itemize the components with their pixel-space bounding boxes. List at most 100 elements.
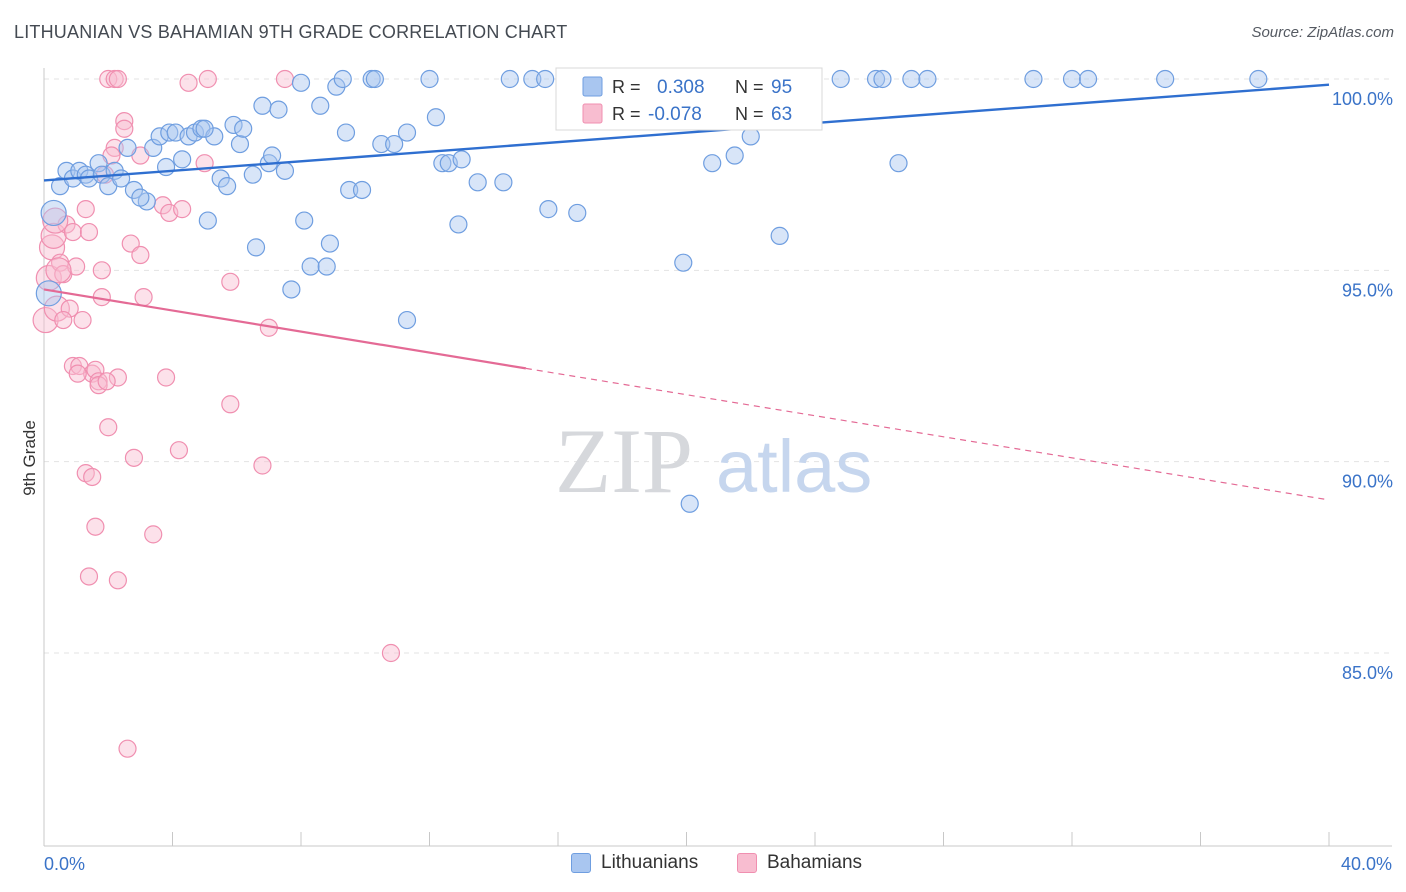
source-label: Source: ZipAtlas.com [1251, 24, 1394, 41]
data-point [92, 261, 111, 280]
x-ticks [43, 832, 1330, 846]
data-point [372, 134, 391, 154]
data-point [86, 360, 105, 379]
data-point [433, 154, 452, 173]
data-point [385, 134, 404, 154]
data-point [144, 138, 163, 157]
watermark-zip: ZIP [555, 410, 693, 512]
data-point [311, 96, 330, 115]
data-point [173, 150, 192, 169]
data-point [539, 200, 558, 219]
data-point [67, 257, 86, 276]
data-point [73, 310, 92, 330]
stats-legend: R = 0.308 N = 95 R = -0.078 N = 63 [555, 67, 823, 131]
data-point [674, 253, 693, 272]
data-point [54, 310, 73, 330]
data-point [108, 571, 127, 590]
data-point [902, 69, 921, 89]
data-point [124, 448, 144, 467]
data-point [86, 517, 105, 536]
chart-title: LITHUANIAN VS BAHAMIAN 9TH GRADE CORRELA… [14, 22, 568, 42]
y-tick-label: 100.0% [1332, 89, 1393, 109]
data-point [889, 154, 908, 173]
legend-swatch-blue [571, 853, 591, 873]
y-tick-labels: 85.0% 90.0% 95.0% 100.0% [1332, 89, 1393, 683]
data-point [173, 200, 192, 219]
gridlines [44, 78, 1392, 654]
x-tick-label-max: 40.0% [1341, 854, 1392, 874]
data-point [99, 418, 118, 437]
data-point [275, 161, 295, 180]
data-point [131, 245, 150, 265]
data-point [63, 222, 83, 242]
data-point [320, 234, 340, 253]
data-point [40, 199, 67, 227]
data-point [1156, 69, 1175, 89]
data-point [340, 180, 359, 200]
series-legend: Lithuanians Bahamians [0, 852, 1406, 878]
stats-n-label-1: N = [735, 77, 764, 97]
y-tick-label: 95.0% [1342, 280, 1393, 300]
stats-r-label-1: R = [612, 77, 641, 97]
data-point [35, 280, 62, 307]
stats-n-value-2: 63 [771, 104, 792, 125]
trend-line-lithuanians [43, 83, 1330, 182]
data-point [79, 222, 99, 242]
data-point [1078, 69, 1098, 89]
data-point [866, 69, 886, 89]
data-point [918, 69, 937, 89]
stats-legend-swatch-pink [582, 103, 603, 124]
data-point [218, 177, 237, 196]
data-point [83, 467, 102, 487]
legend-item-lithuanians[interactable]: Lithuanians [571, 852, 698, 874]
stats-legend-swatch-blue [582, 76, 603, 97]
legend-label-lithuanians: Lithuanians [601, 852, 699, 873]
data-point [500, 69, 519, 89]
y-axis-label: 9th Grade [20, 420, 39, 496]
data-point [452, 150, 471, 169]
data-point [317, 257, 336, 276]
data-point [79, 567, 99, 586]
data-point [275, 69, 295, 89]
data-point [224, 115, 243, 135]
data-point [169, 441, 189, 460]
data-point [680, 494, 699, 513]
data-point [234, 119, 253, 138]
data-point [420, 69, 439, 89]
data-point [115, 119, 134, 138]
data-point [108, 69, 127, 89]
data-point [230, 134, 250, 154]
data-point [1024, 69, 1043, 89]
data-point [115, 111, 134, 131]
data-point [381, 643, 401, 663]
data-point [131, 188, 150, 207]
data-point [243, 165, 262, 184]
data-point [160, 123, 179, 142]
data-point [99, 69, 118, 89]
data-point [336, 123, 356, 142]
data-point [397, 310, 417, 330]
data-point [68, 364, 87, 383]
data-point [523, 69, 542, 89]
data-point [97, 372, 116, 391]
legend-swatch-pink [737, 853, 757, 873]
stats-r-value-2: -0.078 [648, 104, 702, 125]
legend-item-bahamians[interactable]: Bahamians [737, 852, 862, 874]
stats-r-label-2: R = [612, 104, 641, 124]
data-point [536, 69, 555, 89]
data-point [60, 299, 79, 318]
trend-line-bahamians-dashed [525, 367, 1330, 501]
data-point [134, 288, 153, 307]
data-point [282, 280, 301, 299]
data-point [253, 96, 272, 115]
data-point [198, 211, 217, 230]
watermark-atlas: atlas [716, 425, 872, 508]
data-point [352, 180, 372, 200]
data-point [568, 203, 587, 223]
data-point [1062, 69, 1082, 89]
data-point [494, 173, 513, 192]
data-point [179, 73, 198, 92]
data-point [770, 226, 789, 245]
data-point [118, 739, 137, 758]
